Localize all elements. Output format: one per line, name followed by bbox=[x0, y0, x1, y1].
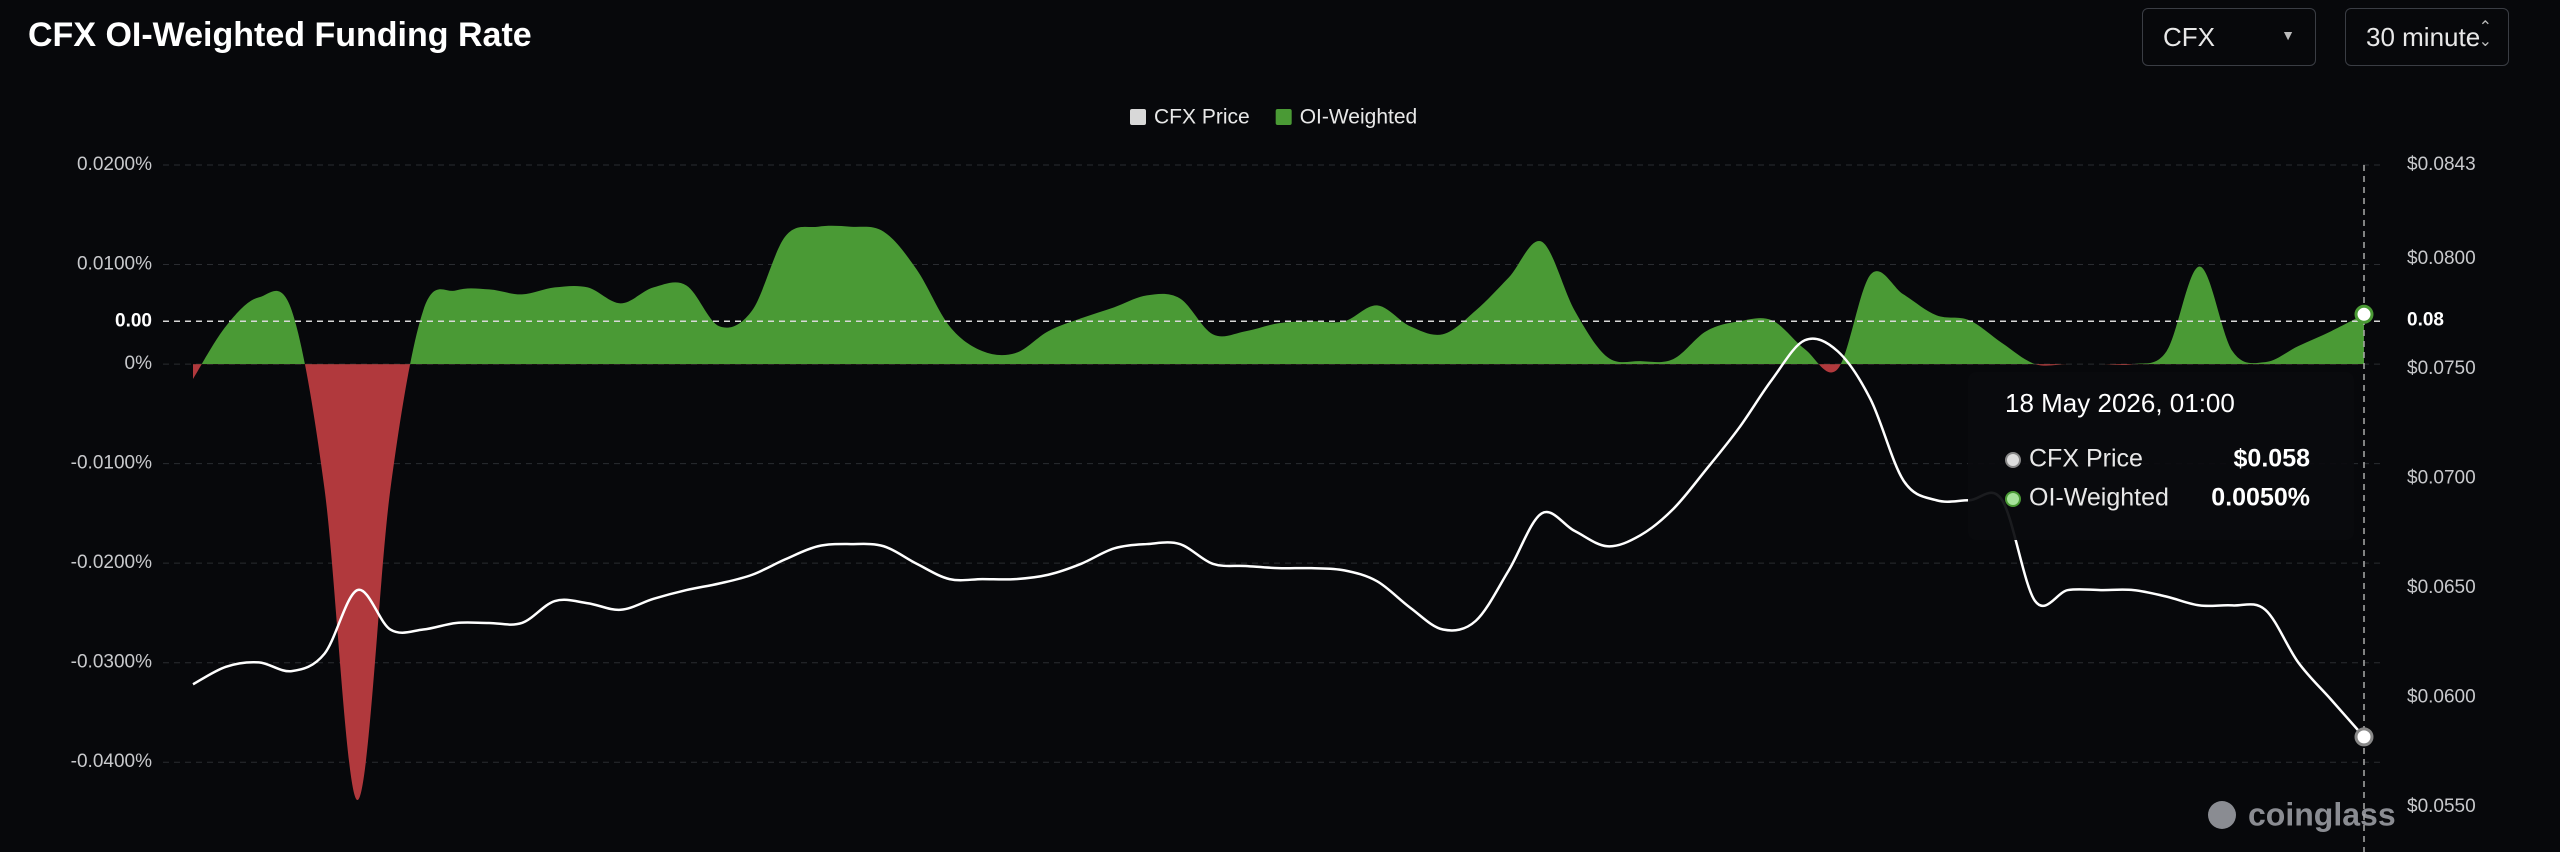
y-tick-label: 0.0200% bbox=[77, 154, 152, 175]
tooltip-box bbox=[1968, 372, 2354, 540]
y-tick-label: 0% bbox=[125, 353, 153, 374]
logo bbox=[2208, 801, 2236, 829]
funding-area-positive bbox=[201, 225, 2364, 365]
tooltip-title: 18 May 2026, 01:00 bbox=[2005, 388, 2235, 418]
y-tick-label: 0.0100% bbox=[77, 254, 152, 275]
coin-select[interactable]: CFX ▼ bbox=[2142, 8, 2316, 66]
y2-tick-label: $0.0550 bbox=[2407, 796, 2476, 817]
y-tick-label: -0.0100% bbox=[71, 453, 152, 474]
y-tick-label: -0.0400% bbox=[71, 751, 152, 772]
caret: ▼ bbox=[2281, 27, 2295, 43]
y2-tick-label: $0.0600 bbox=[2407, 686, 2476, 707]
watermark: coinglass bbox=[2208, 796, 2396, 832]
y2-tick-label: $0.0650 bbox=[2407, 577, 2476, 598]
hover-point bbox=[2354, 727, 2374, 747]
y-tick-label: -0.0300% bbox=[71, 652, 152, 673]
y2-tick-label: $0.0750 bbox=[2407, 358, 2476, 379]
tooltip-dot bbox=[2005, 491, 2021, 507]
legend: CFX Price OI-Weighted bbox=[1130, 106, 1417, 129]
tooltip-name: OI-Weighted bbox=[2029, 484, 2169, 512]
chart-title: CFX OI-Weighted Funding Rate bbox=[28, 16, 532, 54]
coin-select-label: CFX bbox=[2163, 21, 2215, 52]
legend-label: CFX Price bbox=[1154, 106, 1250, 129]
y-tick-label: -0.0200% bbox=[71, 552, 152, 573]
y2-tick-label: $0.0800 bbox=[2407, 248, 2476, 269]
crosshair-label: 0.00 bbox=[115, 310, 152, 331]
y2-tick-label: $0.0700 bbox=[2407, 467, 2476, 488]
tooltip-dot bbox=[2005, 452, 2021, 468]
interval-select-label: 30 minute bbox=[2366, 21, 2481, 52]
legend-label: OI-Weighted bbox=[1300, 106, 1418, 129]
y2-tick-label: $0.0843 bbox=[2407, 154, 2476, 175]
watermark-text: coinglass bbox=[2248, 796, 2396, 832]
tooltip: 18 May 2026, 01:00 CFX Price $0.058 OI-Weig… bbox=[1968, 372, 2354, 540]
legend-swatch bbox=[1130, 109, 1146, 125]
tooltip-name: CFX Price bbox=[2029, 445, 2143, 473]
tooltip-value: 0.0050% bbox=[2211, 484, 2310, 512]
hover-point bbox=[2354, 304, 2374, 324]
tooltip-value: $0.058 bbox=[2234, 445, 2311, 473]
interval-select[interactable]: 30 minute ⌃ ⌄ bbox=[2345, 8, 2509, 66]
caret: ⌃ ⌄ bbox=[2478, 19, 2492, 50]
legend-swatch bbox=[1275, 109, 1292, 125]
crosshair-y2-label: 0.08 bbox=[2407, 310, 2444, 331]
